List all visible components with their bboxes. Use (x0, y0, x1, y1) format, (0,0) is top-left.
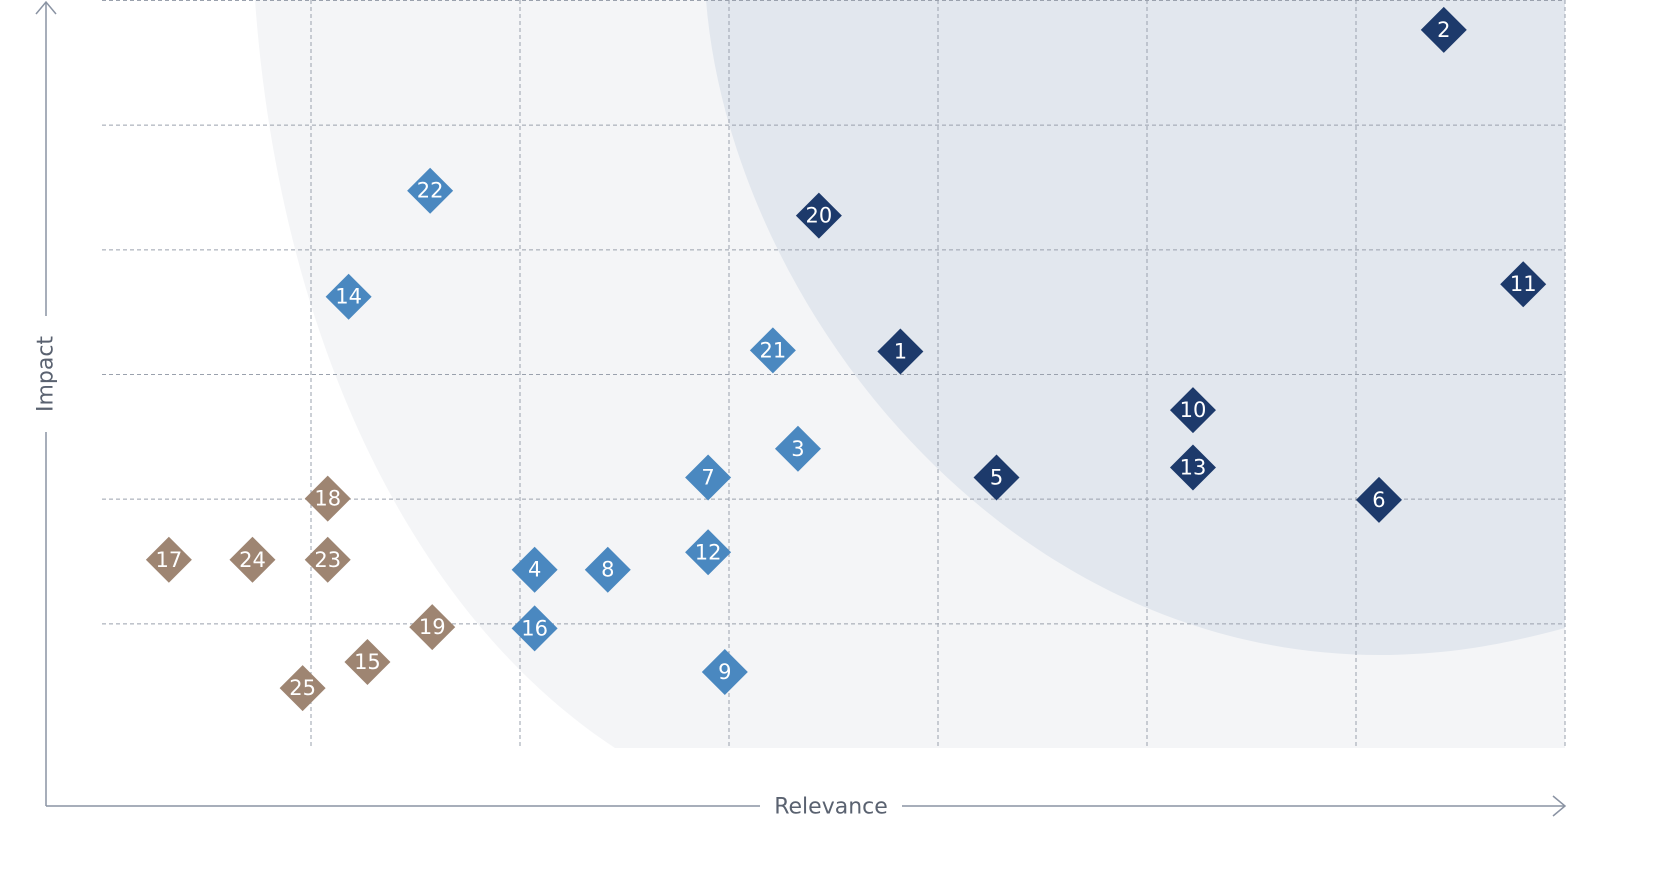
point (304, 475, 351, 522)
point-label: 2 (1437, 18, 1450, 42)
point-label: 18 (314, 487, 341, 511)
point (973, 454, 1020, 501)
point-label: 7 (701, 465, 714, 489)
point-label: 4 (528, 558, 541, 582)
point (685, 454, 732, 501)
point (584, 546, 631, 593)
point-label: 11 (1510, 272, 1537, 296)
point-label: 21 (760, 338, 787, 362)
point (701, 648, 748, 695)
point-label: 6 (1372, 488, 1385, 512)
point-label: 24 (239, 548, 266, 572)
point (749, 327, 796, 374)
point (795, 192, 842, 239)
point-label: 17 (156, 548, 183, 572)
point-label: 19 (419, 615, 446, 639)
point-label: 25 (289, 676, 316, 700)
point-label: 20 (806, 204, 833, 228)
point (409, 604, 456, 651)
point-label: 9 (718, 660, 731, 684)
point (229, 536, 276, 583)
point (145, 536, 192, 583)
point (1169, 387, 1216, 434)
point-label: 8 (601, 558, 614, 582)
point (1420, 6, 1467, 53)
point (407, 167, 454, 214)
y-arrow (35, 0, 57, 15)
point (304, 536, 351, 583)
point-label: 23 (314, 548, 341, 572)
point (511, 605, 558, 652)
point-label: 3 (791, 437, 804, 461)
point (774, 425, 821, 472)
point-label: 14 (335, 285, 362, 309)
point-label: 5 (990, 465, 1003, 489)
point (1169, 444, 1216, 491)
point (511, 546, 558, 593)
x-arrow (1552, 795, 1567, 817)
point-label: 10 (1180, 398, 1207, 422)
point-label: 16 (521, 616, 548, 640)
x-axis-label: Relevance (774, 795, 888, 820)
point-label: 12 (695, 540, 722, 564)
point-label: 15 (354, 650, 381, 674)
point (325, 273, 372, 320)
point (685, 529, 732, 576)
point (344, 638, 391, 685)
y-axis-label: Impact (34, 336, 59, 412)
zone-high (706, 0, 1565, 655)
point (877, 328, 924, 375)
point-label: 13 (1180, 456, 1207, 480)
point-label: 1 (894, 340, 907, 364)
axes (35, 0, 1567, 817)
point (1500, 261, 1547, 308)
grid (102, 0, 1566, 748)
point-label: 22 (417, 179, 444, 203)
point (279, 665, 326, 712)
point (1355, 476, 1402, 523)
